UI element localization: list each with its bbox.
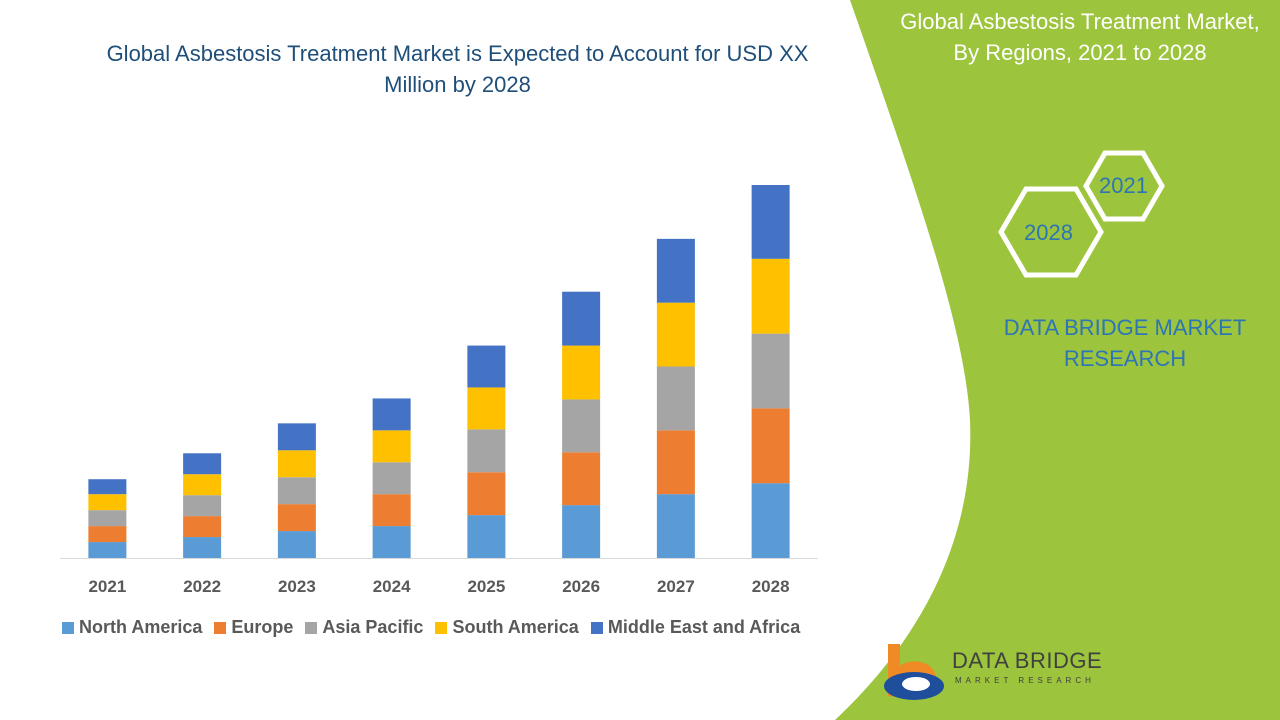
side-panel-title: Global Asbestosis Treatment Market, By R… [900,9,1260,65]
bar-segment-2027-3 [656,302,695,367]
legend-label: Asia Pacific [322,617,424,637]
legend-label: North America [79,617,203,637]
legend-label: Middle East and Africa [607,617,801,637]
bar-segment-2022-2 [183,495,222,517]
legend-item: Europe [214,617,293,638]
bar-segment-2027-4 [656,238,695,303]
x-tick-label: 2024 [373,577,411,596]
legend-swatch [214,621,227,634]
bar-segment-2024-3 [372,430,411,463]
bar-segment-2026-0 [562,505,601,558]
bar-segment-2024-4 [372,398,411,431]
legend-item: South America [435,617,579,638]
bar-segment-2028-2 [751,333,790,409]
x-tick-label: 2027 [657,577,695,596]
bar-segment-2023-2 [277,477,316,505]
legend-swatch [305,621,318,634]
logo-tagline: MARKET RESEARCH [955,676,1095,685]
x-tick-label: 2025 [467,577,505,596]
bar-segment-2025-1 [467,472,506,516]
hex-label-2021: 2021 [1099,173,1148,198]
x-tick-label: 2028 [752,577,790,596]
legend-item: Middle East and Africa [590,617,801,638]
x-tick-label: 2021 [88,577,126,596]
bar-segment-2025-4 [467,345,506,388]
bar-segment-2028-1 [751,408,790,484]
green-side-panel [835,0,1280,720]
x-tick-label: 2026 [562,577,600,596]
x-tick-label: 2023 [278,577,316,596]
bar-segment-2021-2 [88,510,127,527]
bar-segment-2021-0 [88,542,127,558]
bar-segment-2023-1 [277,504,316,532]
bar-segment-2028-4 [751,184,790,259]
bar-segment-2022-3 [183,474,222,496]
data-bridge-logo-icon [884,644,944,700]
hex-label-2028: 2028 [1024,220,1073,245]
bar-segment-2023-0 [277,531,316,558]
bar-segment-2026-4 [562,291,601,346]
hexagon-2028 [998,186,1104,278]
bar-segment-2027-1 [656,430,695,495]
bar-segment-2022-4 [183,453,222,475]
bar-segment-2026-3 [562,345,601,400]
bar-segment-2025-0 [467,515,506,558]
bar-segment-2028-0 [751,483,790,558]
bar-segment-2027-2 [656,366,695,431]
legend-swatch [590,621,603,634]
bar-segment-2026-1 [562,452,601,506]
bar-segment-2021-3 [88,494,127,511]
legend: North America Europe Asia Pacific South Ame… [62,617,800,638]
legend-swatch [62,621,74,634]
legend-label: Europe [231,617,294,637]
bar-segment-2022-1 [183,516,222,538]
bar-segment-2024-2 [372,462,411,495]
bar-segment-2021-4 [88,479,127,495]
bar-segment-2028-3 [751,258,790,334]
logo-name: DATA BRIDGE [952,648,1103,673]
chart-title: Global Asbestosis Treatment Market is Ex… [106,41,809,97]
bar-segment-2027-0 [656,494,695,558]
bar-segment-2023-3 [277,450,316,478]
bar-segment-2025-2 [467,429,506,473]
bar-segment-2023-4 [277,423,316,451]
legend-label: South America [452,617,579,637]
bar-segment-2024-1 [372,494,411,527]
bar-segment-2024-0 [372,526,411,558]
brand-text: DATA BRIDGE MARKET RESEARCH [1003,315,1247,371]
x-tick-label: 2022 [183,577,221,596]
bar-segment-2026-2 [562,399,601,453]
bar-segment-2022-0 [183,537,222,558]
bar-segment-2021-1 [88,526,127,543]
hexagon-2021 [1083,150,1165,222]
stacked-bar-chart: 2021 2022 2023 2024 2025 2026 2027 2028 [60,184,818,596]
legend-item: North America [62,617,202,638]
legend-swatch [435,621,448,634]
bar-segment-2025-3 [467,387,506,430]
legend-item: Asia Pacific [305,617,423,638]
